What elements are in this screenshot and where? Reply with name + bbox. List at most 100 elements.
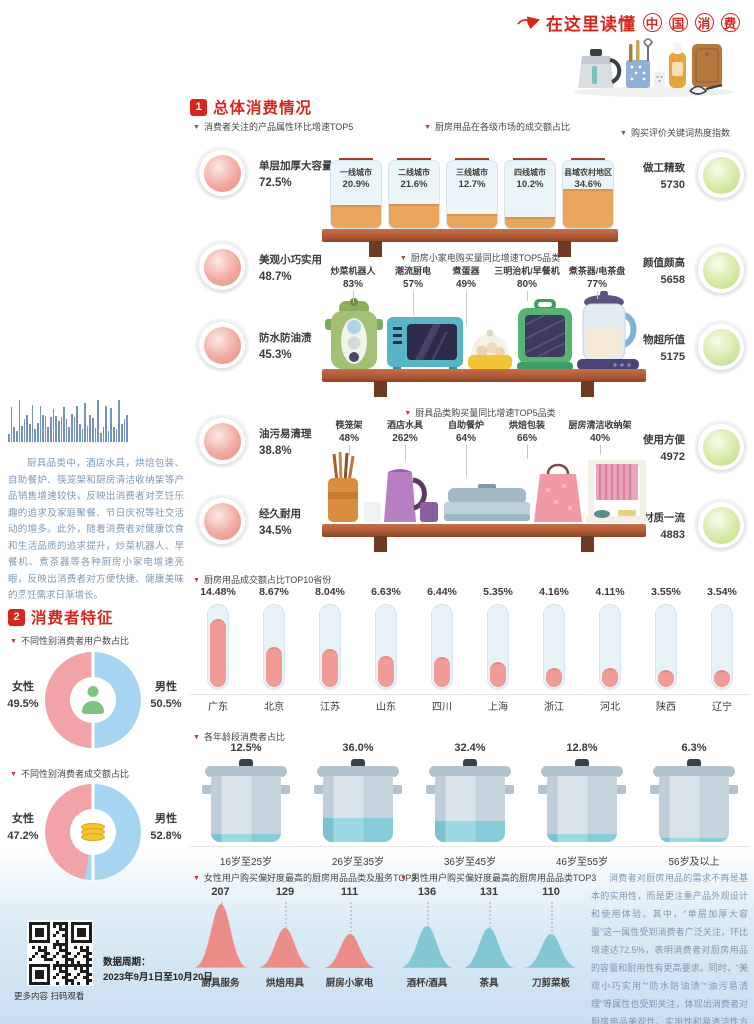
keyword-value: 4972	[660, 450, 685, 463]
keyword-item: 使用方便 4972	[612, 420, 748, 474]
age-column: 12.5% 16岁至25岁	[190, 742, 302, 868]
kitchen-tools-illustration	[574, 38, 734, 97]
keyword-name: 物超所值	[643, 333, 685, 346]
bell-column: 111 厨房小家电	[317, 886, 382, 989]
green-sphere-icon	[694, 498, 748, 552]
province-column: 3.55% 陕西	[651, 586, 681, 713]
keyword-name: 颜值颇高	[643, 256, 685, 269]
attribute-value: 38.8%	[259, 444, 292, 457]
sandwich-maker-illustration	[517, 299, 573, 371]
tier-value: 20.9%	[342, 179, 370, 191]
ages-chart-label: 各年龄段消费者占比	[193, 730, 285, 743]
shelf-board	[322, 369, 646, 397]
green-sphere-icon	[694, 320, 748, 374]
pot-icon	[650, 759, 738, 845]
person-icon	[78, 686, 108, 714]
label-connector	[597, 291, 598, 299]
data-period: 数据周期： 2023年9月1日至10月20日	[103, 957, 213, 983]
female-top3-chart: 207 厨具服务 129 烘焙用具 111 厨房小家电	[188, 886, 382, 989]
appliance-label: 炒菜机器人 83%	[330, 266, 376, 290]
market-tier-chart-label: 厨房用品在各级市场的成交额占比	[424, 120, 570, 133]
tube-icon	[375, 604, 397, 690]
towel-rack-illustration	[586, 460, 648, 523]
pink-sphere-icon	[195, 414, 249, 468]
cooking-robot-illustration	[325, 298, 383, 369]
male-top3-chart-label: 男性用户购买偏好度最高的厨房用品品类TOP3	[400, 871, 596, 884]
keyword-item: 材质一流 4883	[612, 498, 748, 552]
province-column: 8.04% 江苏	[315, 586, 345, 713]
masthead-circled-char: 国	[669, 13, 688, 32]
keyword-value: 5175	[660, 350, 685, 363]
tier-value: 12.7%	[458, 179, 486, 191]
appliance-illustrations	[325, 291, 645, 371]
tea-brewer-illustration	[577, 291, 639, 370]
bell-curve-icon	[400, 926, 454, 968]
age-column: 12.8% 46岁至55岁	[526, 742, 638, 868]
kitchenware-label: 自助餐炉 64%	[447, 420, 484, 444]
bell-column: 136 酒杯/酒具	[396, 886, 458, 989]
bell-curve-icon	[462, 927, 516, 968]
green-sphere-icon	[694, 148, 748, 202]
kitchenware-chart-label: 厨具品类购买量同比增速TOP5品类	[330, 406, 630, 419]
pot-icon	[202, 759, 290, 845]
label-connector	[466, 445, 467, 477]
masthead-circled-char: 费	[721, 13, 740, 32]
keyword-value: 4883	[660, 528, 685, 541]
male-share-label: 男性 52.8%	[150, 813, 182, 842]
attribute-name: 防水防油渍	[259, 331, 312, 344]
tier-value: 10.2%	[516, 179, 544, 191]
province-column: 6.63% 山东	[371, 586, 401, 713]
egg-cooker-illustration	[468, 329, 512, 369]
kitchenware-label: 烘焙包装 66%	[508, 420, 545, 444]
qr-code-image	[29, 922, 92, 985]
province-column: 6.44% 四川	[427, 586, 457, 713]
jar-city-tier: 县域农村地区 34.6%	[562, 148, 614, 229]
appliance-label: 煮蛋器 49%	[452, 266, 480, 290]
attribute-value: 34.5%	[259, 524, 292, 537]
bell-column: 131 茶具	[458, 886, 520, 989]
appliance-label: 潮流厨电 57%	[394, 266, 431, 290]
tube-icon	[543, 604, 565, 690]
attribute-name: 美观小巧实用	[259, 253, 322, 266]
keyword-name: 材质一流	[643, 511, 685, 524]
pink-sphere-icon	[195, 146, 249, 200]
tier-name: 一线城市	[340, 168, 372, 177]
kitchenware-label: 厨房清洁收纳架 40%	[568, 420, 632, 444]
province-column: 8.67% 北京	[259, 586, 289, 713]
attribute-name: 油污易清理	[259, 427, 312, 440]
attribute-item: 防水防油渍 45.3%	[195, 318, 335, 372]
jar-city-tier: 二线城市 21.6%	[388, 148, 440, 229]
green-sphere-icon	[694, 420, 748, 474]
tier-name: 二线城市	[398, 168, 430, 177]
keyword-item: 颜值颇高 5658	[612, 243, 748, 297]
pot-icon	[426, 759, 514, 845]
gender-users-chart-label: 不同性别消费者用户数占比	[10, 634, 129, 647]
bell-curve-icon	[322, 933, 377, 968]
province-column: 14.48% 广东	[200, 586, 236, 713]
tube-icon	[711, 604, 733, 690]
masthead-text: 在这里读懂	[546, 15, 636, 34]
gender-gmv-donut	[45, 784, 141, 880]
tier-value: 34.6%	[574, 179, 602, 191]
label-connector	[527, 445, 528, 459]
attribute-item: 美观小巧实用 48.7%	[195, 240, 335, 294]
label-connector	[353, 291, 354, 303]
section2-title: 2 消费者特征	[8, 606, 114, 628]
gender-gmv-chart-label: 不同性别消费者成交额占比	[10, 767, 129, 780]
section2-number-badge: 2	[8, 608, 25, 626]
pot-icon	[314, 759, 402, 845]
pink-sphere-icon	[195, 494, 249, 548]
tube-icon	[487, 604, 509, 690]
conclusion-text: 消费者对厨房用品的需求不再是基本的实用性，而是更注重产品外观设计和使用体验。其中…	[591, 873, 748, 1024]
market-tier-jar-chart: 一线城市 20.9% 二线城市 21.6% 三线城市 12.7% 四线城市 10…	[330, 148, 614, 229]
keyword-item: 物超所值 5175	[612, 320, 748, 374]
masthead: 在这里读懂 中 国 消 费	[517, 10, 740, 35]
kitchenware-label: 酒店水具 262%	[386, 420, 423, 444]
pot-icon	[538, 759, 626, 845]
section2-title-text: 消费者特征	[31, 610, 114, 627]
water-pitcher-set-illustration	[364, 469, 438, 522]
label-connector	[405, 445, 406, 461]
shelf-board	[322, 229, 618, 257]
jar-city-tier: 三线城市 12.7%	[446, 148, 498, 229]
tier-name: 三线城市	[456, 168, 488, 177]
